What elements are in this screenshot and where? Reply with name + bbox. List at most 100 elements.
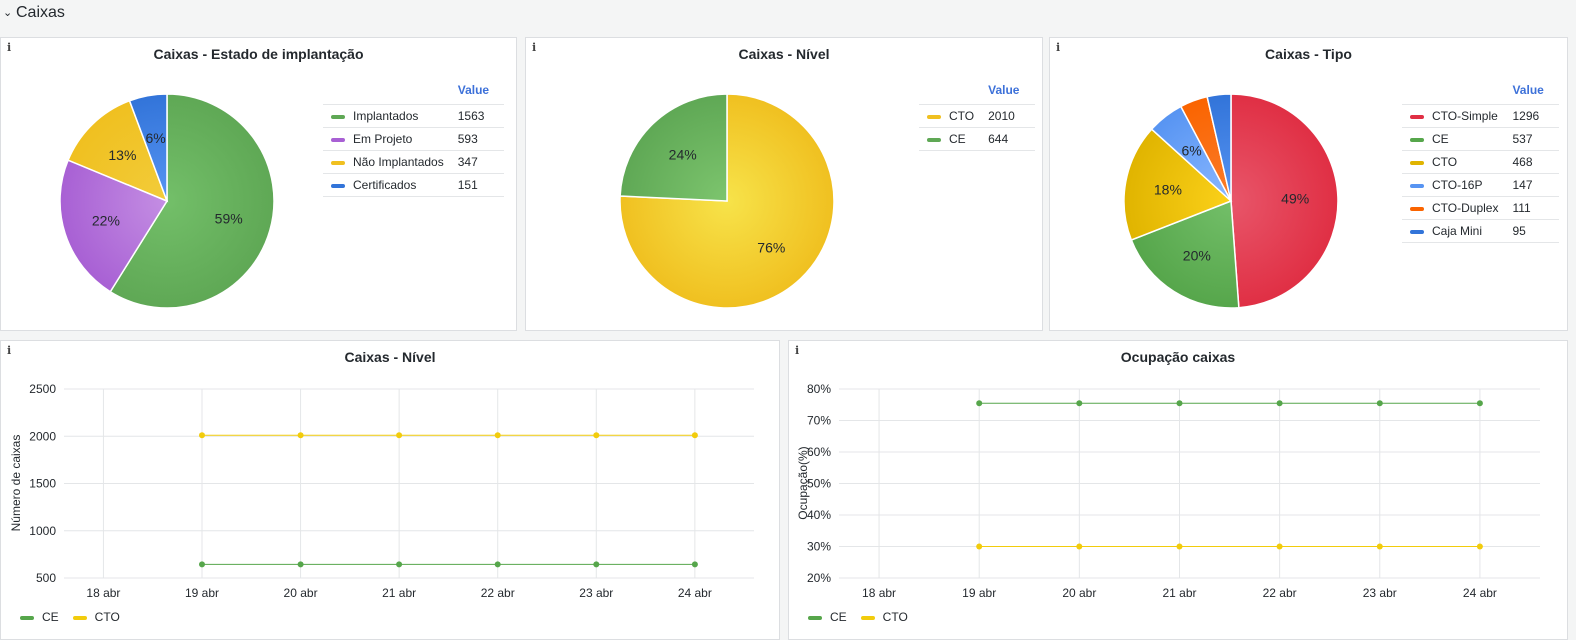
y-axis-label: Ocupação(%) <box>796 446 810 519</box>
pie-slice-label: 59% <box>215 211 243 227</box>
legend-row[interactable]: CE 537 <box>1402 127 1560 151</box>
legend-row[interactable]: CTO-16P 147 <box>1402 173 1560 197</box>
legend-swatch <box>1410 229 1424 234</box>
data-point-ce[interactable] <box>199 561 205 568</box>
info-icon[interactable]: i <box>795 344 800 357</box>
legend-item-ce[interactable]: CE <box>808 610 847 624</box>
data-point-ce[interactable] <box>494 561 501 568</box>
data-point-ce[interactable] <box>1376 400 1383 407</box>
data-point-cto[interactable] <box>1276 543 1283 550</box>
y-tick-label: 500 <box>36 571 56 585</box>
legend-row[interactable]: Não Implantados 347 <box>323 150 505 174</box>
pie-slice-cto-simple[interactable] <box>1230 93 1339 309</box>
legend-header: Value <box>1512 80 1560 105</box>
pie-slice-ce[interactable] <box>1130 199 1240 309</box>
legend-label: CTO-Simple <box>1432 109 1498 123</box>
data-point-cto[interactable] <box>1076 543 1083 550</box>
legend-value: 644 <box>988 127 1035 151</box>
legend-item-ce[interactable]: CE <box>20 610 59 624</box>
legend-label: CTO <box>949 109 975 123</box>
chevron-down-icon[interactable]: ⌄ <box>3 7 13 19</box>
pie-slice-em-projeto[interactable] <box>59 159 169 293</box>
y-tick-label: 60% <box>807 445 831 459</box>
legend-table: Value CTO-Simple 1296 CE 537 CTO 468 CTO-16P 14… <box>1402 80 1560 243</box>
legend-label: CTO <box>94 610 120 624</box>
panel-nivel-line: i Caixas - Nível 500 1000 1500 2000 2500 18 a… <box>0 340 780 640</box>
data-point-cto[interactable] <box>976 543 983 550</box>
data-point-ce[interactable] <box>691 561 698 568</box>
pie-slice-label: 6% <box>1181 142 1201 158</box>
data-point-cto[interactable] <box>199 432 205 439</box>
legend-swatch <box>860 615 875 620</box>
data-point-ce[interactable] <box>976 400 983 407</box>
y-tick-label: 40% <box>807 508 831 522</box>
legend-row[interactable]: CTO-Simple 1296 <box>1402 104 1560 128</box>
panel-ocupacao-line: i Ocupação caixas 20% 30% 40% 50% 60% 70% 80% 1… <box>788 340 1568 640</box>
pie-chart: 59% 22% 13% 6% <box>59 93 275 309</box>
info-icon[interactable]: i <box>532 41 537 54</box>
data-point-ce[interactable] <box>396 561 403 568</box>
y-tick-label: 50% <box>807 477 831 491</box>
legend-label: CTO <box>882 610 908 624</box>
legend-item-cto[interactable]: CTO <box>860 610 908 624</box>
y-tick-label: 1000 <box>29 524 56 538</box>
data-point-cto[interactable] <box>691 432 698 439</box>
x-tick-label: 21 abr <box>1162 586 1196 600</box>
pie-slice-label: 18% <box>1154 181 1182 197</box>
legend-label: CTO-16P <box>1432 178 1483 192</box>
legend-row[interactable]: Implantados 1563 <box>323 104 505 128</box>
legend-label: Caja Mini <box>1432 224 1483 238</box>
line-legend: CE CTO <box>808 610 922 624</box>
legend-table: Value CTO 2010 CE 644 <box>919 80 1035 151</box>
data-point-cto[interactable] <box>593 432 600 439</box>
info-icon[interactable]: i <box>7 41 12 54</box>
data-point-ce[interactable] <box>593 561 600 568</box>
y-tick-label: 1500 <box>29 477 56 491</box>
legend-swatch <box>1410 183 1424 188</box>
legend-item-cto[interactable]: CTO <box>72 610 120 624</box>
pie-slice-n-o-implantados[interactable] <box>67 99 169 203</box>
legend-swatch <box>20 615 34 620</box>
data-point-cto[interactable] <box>1176 543 1183 550</box>
pie-slice-label: 76% <box>757 239 785 255</box>
data-point-cto[interactable] <box>1476 543 1483 550</box>
info-icon[interactable]: i <box>1056 41 1061 54</box>
legend-label: CE <box>1432 132 1449 146</box>
legend-value: 111 <box>1512 196 1560 220</box>
data-point-cto[interactable] <box>494 432 501 439</box>
legend-row[interactable]: CTO 468 <box>1402 150 1560 174</box>
row-title[interactable]: Caixas <box>16 4 65 21</box>
data-point-cto[interactable] <box>1376 543 1383 550</box>
data-point-ce[interactable] <box>297 561 304 568</box>
pie-slice-label: 20% <box>1183 247 1211 263</box>
legend-row[interactable]: CE 644 <box>919 127 1035 151</box>
legend-row[interactable]: Certificados 151 <box>323 173 505 197</box>
data-point-ce[interactable] <box>1176 400 1183 407</box>
legend-value: 537 <box>1512 127 1560 151</box>
legend-swatch <box>331 183 345 188</box>
y-tick-label: 2000 <box>29 429 56 443</box>
legend-row[interactable]: CTO-Duplex 111 <box>1402 196 1560 220</box>
legend-value: 95 <box>1512 219 1560 243</box>
x-tick-label: 18 abr <box>86 586 120 600</box>
legend-header: Value <box>988 80 1035 105</box>
legend-swatch <box>1410 206 1424 211</box>
data-point-ce[interactable] <box>1476 400 1483 407</box>
pie-slice-cto[interactable] <box>1123 128 1233 241</box>
pie-slice-implantados[interactable] <box>109 93 275 309</box>
info-icon[interactable]: i <box>7 344 12 357</box>
data-point-ce[interactable] <box>1076 400 1083 407</box>
data-point-cto[interactable] <box>297 432 304 439</box>
pie-slice-caja-mini[interactable] <box>1206 93 1232 202</box>
row-header[interactable]: ⌄ Caixas <box>0 0 1576 30</box>
data-point-ce[interactable] <box>1276 400 1283 407</box>
legend-row[interactable]: Em Projeto 593 <box>323 127 505 151</box>
data-point-cto[interactable] <box>396 432 403 439</box>
legend-row[interactable]: Caja Mini 95 <box>1402 219 1560 243</box>
x-tick-label: 24 abr <box>1463 586 1497 600</box>
legend-row[interactable]: CTO 2010 <box>919 104 1035 128</box>
pie-slice-ce[interactable] <box>619 93 728 202</box>
legend-table: Value Implantados 1563 Em Projeto 593 Não Im… <box>323 80 505 197</box>
pie-slice-certificados[interactable] <box>128 93 168 202</box>
pie-slice-label: 24% <box>669 147 697 163</box>
